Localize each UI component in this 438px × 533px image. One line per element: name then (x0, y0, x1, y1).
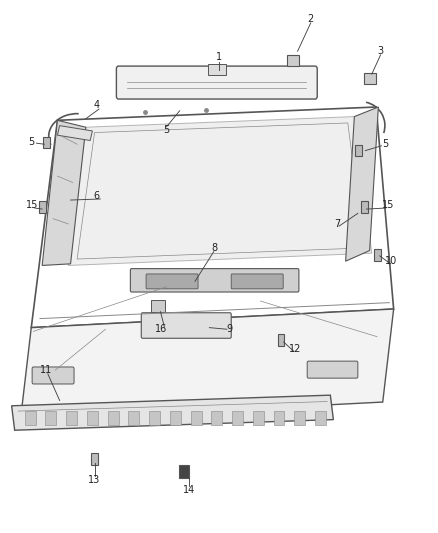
Text: 14: 14 (183, 485, 195, 495)
Polygon shape (12, 395, 333, 430)
Text: 12: 12 (289, 344, 302, 354)
FancyBboxPatch shape (117, 66, 317, 99)
Bar (232, 411, 243, 425)
Bar (179, 465, 189, 478)
Text: 11: 11 (40, 365, 53, 375)
Bar (253, 411, 264, 425)
Text: 5: 5 (163, 125, 170, 135)
Polygon shape (20, 309, 394, 421)
Bar (128, 411, 139, 425)
Bar (39, 201, 46, 213)
FancyBboxPatch shape (32, 367, 74, 384)
Bar (43, 136, 50, 149)
Bar (355, 144, 362, 157)
Text: 15: 15 (26, 200, 38, 211)
Bar (25, 411, 35, 425)
Bar (87, 411, 98, 425)
Text: 4: 4 (94, 100, 100, 110)
FancyBboxPatch shape (307, 361, 358, 378)
Bar (66, 411, 77, 425)
FancyBboxPatch shape (231, 274, 283, 289)
Bar (149, 411, 160, 425)
Bar (364, 73, 376, 84)
Bar (212, 411, 222, 425)
Text: 9: 9 (227, 324, 233, 334)
Text: 7: 7 (334, 219, 340, 229)
Text: 5: 5 (382, 139, 388, 149)
Bar (278, 334, 285, 346)
Polygon shape (346, 107, 378, 261)
Text: 13: 13 (88, 475, 101, 485)
Text: 1: 1 (216, 52, 222, 61)
Text: 15: 15 (382, 200, 394, 211)
Text: 2: 2 (307, 14, 314, 25)
Bar (91, 453, 98, 465)
Bar (108, 411, 119, 425)
Text: 3: 3 (378, 46, 384, 56)
Text: 10: 10 (385, 256, 398, 266)
Polygon shape (42, 120, 86, 265)
FancyBboxPatch shape (141, 313, 231, 338)
Bar (208, 64, 226, 75)
FancyBboxPatch shape (146, 274, 198, 289)
Bar (151, 300, 165, 312)
FancyBboxPatch shape (131, 269, 299, 292)
Bar (315, 411, 326, 425)
Bar (191, 411, 201, 425)
Text: 16: 16 (155, 324, 167, 334)
Bar (374, 249, 381, 261)
Text: 6: 6 (94, 191, 100, 201)
Bar (274, 411, 285, 425)
Bar (287, 55, 299, 66)
Bar (170, 411, 181, 425)
Text: 8: 8 (212, 243, 218, 253)
Bar (294, 411, 305, 425)
Polygon shape (68, 117, 372, 265)
Polygon shape (57, 126, 92, 141)
Bar (46, 411, 57, 425)
Text: 5: 5 (28, 136, 34, 147)
Bar (361, 201, 368, 213)
